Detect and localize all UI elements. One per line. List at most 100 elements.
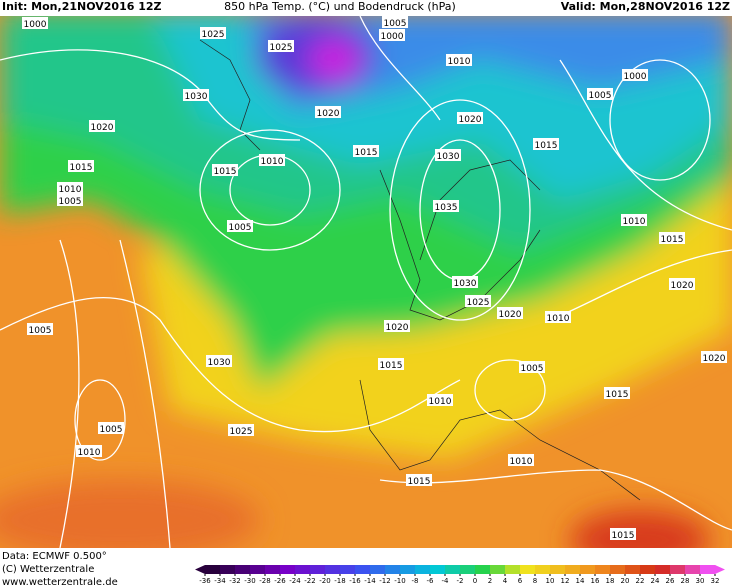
isobar-label: 1025 [467, 298, 490, 308]
isobar-label-box [545, 311, 571, 323]
legend-swatch [370, 565, 386, 574]
legend-tick-label: 20 [621, 577, 630, 585]
legend-swatch [595, 565, 611, 574]
isobar [389, 99, 531, 321]
legend-swatch [250, 565, 266, 574]
legend-tick-label: -20 [319, 577, 330, 585]
coastline [419, 159, 541, 261]
isobar-label: 1035 [435, 203, 458, 213]
isobar-label: 1015 [661, 235, 684, 245]
legend-tick-label: -18 [334, 577, 345, 585]
isobar-label-box [659, 232, 685, 244]
isobar-label: 1000 [624, 72, 647, 82]
legend-tick-label: -12 [379, 577, 390, 585]
legend-tick-label: 18 [606, 577, 615, 585]
isobar-label: 1025 [230, 427, 253, 437]
field-red [570, 510, 710, 548]
legend-swatch [520, 565, 536, 574]
isobar-label: 1030 [454, 279, 477, 289]
isobar-label: 1010 [429, 397, 452, 407]
isobar [559, 59, 732, 231]
isobar-label-box [68, 160, 94, 172]
isobar-label: 1015 [408, 477, 431, 487]
legend-tick-label: 12 [561, 577, 570, 585]
isobar-label-box [379, 29, 405, 41]
legend-swatch [700, 565, 716, 574]
coastline [379, 169, 541, 321]
legend-tick-label: 8 [533, 577, 537, 585]
isobar-label-box [228, 424, 254, 436]
isobar-label-box [406, 474, 432, 486]
isobar-label-box [268, 40, 294, 52]
legend-arrow-low [195, 565, 205, 574]
isobar-label: 1010 [59, 185, 82, 195]
copyright: (C) Wetterzentrale [2, 564, 94, 575]
isobar-label: 1005 [29, 326, 52, 336]
legend-tick-label: 14 [576, 577, 585, 585]
isobar-label: 1005 [59, 197, 82, 207]
legend-swatch [415, 565, 431, 574]
legend-tick-label: -24 [289, 577, 301, 585]
isobar-label-box [587, 88, 613, 100]
isobar-label: 1005 [100, 425, 123, 435]
isobar [609, 59, 711, 181]
isobar [74, 379, 126, 461]
coastline [199, 39, 261, 151]
legend-tick-label: -26 [274, 577, 286, 585]
legend-swatch [310, 565, 326, 574]
isobar-label-box [27, 323, 53, 335]
legend-tick-label: 10 [546, 577, 555, 585]
legend-swatch [580, 565, 596, 574]
legend-tick-label: -2 [457, 577, 464, 585]
init-time: Init: Mon,21NOV2016 12Z [2, 0, 162, 13]
isobar-label-box [98, 422, 124, 434]
legend-swatch [475, 565, 491, 574]
legend-swatch [325, 565, 341, 574]
isobar-label-box [446, 54, 472, 66]
isobar-label: 1015 [70, 163, 93, 173]
isobar-label: 1015 [355, 148, 378, 158]
legend-swatch [265, 565, 281, 574]
isobar-label: 1020 [459, 115, 482, 125]
legend-tick-label: 0 [473, 577, 477, 585]
valid-time: Valid: Mon,28NOV2016 12Z [561, 0, 730, 13]
legend-tick-label: 30 [696, 577, 705, 585]
legend-tick-label: -4 [442, 577, 450, 585]
legend-swatch [610, 565, 626, 574]
isobar-label: 1015 [612, 531, 635, 541]
legend-swatch [280, 565, 296, 574]
website: www.wetterzentrale.de [2, 577, 118, 587]
legend-swatch [640, 565, 656, 574]
map-title: 850 hPa Temp. (°C) und Bodendruck (hPa) [224, 0, 456, 13]
isobar-label: 1005 [521, 364, 544, 374]
legend-arrow-high [715, 565, 725, 574]
legend-tick-label: 6 [518, 577, 523, 585]
isobar-label-box [533, 138, 559, 150]
isobar-label: 1020 [91, 123, 114, 133]
legend-swatch [385, 565, 401, 574]
isobar-label-box [433, 200, 459, 212]
field-magenta [310, 40, 360, 80]
legend-tick-label: -36 [199, 577, 211, 585]
legend-swatch [550, 565, 566, 574]
isobar-label: 1030 [185, 92, 208, 102]
legend-tick-label: -34 [214, 577, 226, 585]
isobar-label-box [384, 320, 410, 332]
legend-tick-label: -16 [349, 577, 361, 585]
isobar-label-box [604, 387, 630, 399]
legend-swatch [670, 565, 686, 574]
isobar-labels: 1000 1025 1025 1005 1000 1010 1000 1005 1030 1020… [22, 16, 727, 541]
isobar [119, 239, 171, 548]
isobar-label-box [89, 120, 115, 132]
isobar-label-box [378, 358, 404, 370]
isobar-label-box [519, 361, 545, 373]
isobar-label: 1015 [535, 141, 558, 151]
legend-swatch [490, 565, 506, 574]
isobar-label-box [508, 454, 534, 466]
color-legend: -36 -34 -32 -30 -28 -26 -24 -22 -20 -18 -16 -14 -12-… [195, 565, 725, 585]
legend-tick-label: 4 [503, 577, 508, 585]
isobar-label: 1010 [448, 57, 471, 67]
isobar-label-box [382, 16, 408, 28]
isobar-label: 1020 [671, 281, 694, 291]
